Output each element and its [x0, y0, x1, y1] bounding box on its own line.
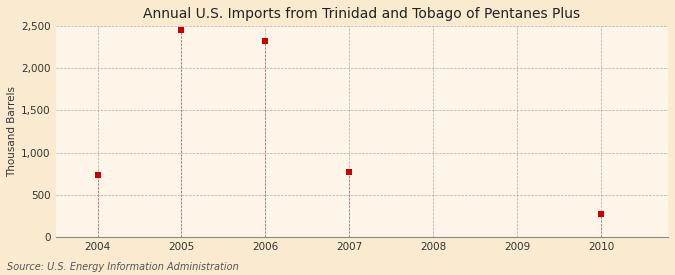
Point — [595, 212, 606, 216]
Point — [176, 28, 187, 32]
Text: Source: U.S. Energy Information Administration: Source: U.S. Energy Information Administ… — [7, 262, 238, 272]
Point — [92, 173, 103, 177]
Y-axis label: Thousand Barrels: Thousand Barrels — [7, 86, 17, 177]
Title: Annual U.S. Imports from Trinidad and Tobago of Pentanes Plus: Annual U.S. Imports from Trinidad and To… — [143, 7, 580, 21]
Point — [344, 170, 354, 174]
Point — [260, 39, 271, 44]
